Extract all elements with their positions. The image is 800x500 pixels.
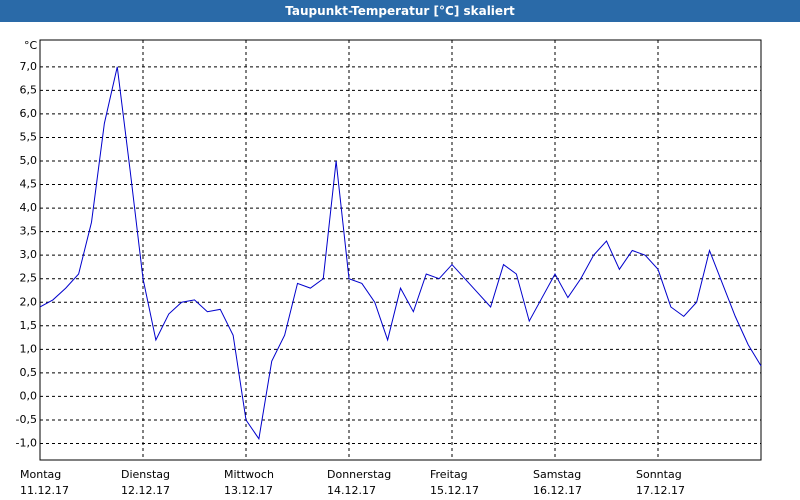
plot-area [39,39,762,461]
y-tick-label: 3,5 [20,225,38,238]
y-tick-label: 5,0 [20,154,38,167]
x-tick-label: 11.12.17 [20,484,69,497]
chart-title: Taupunkt-Temperatur [°C] skaliert [0,0,800,22]
chart: °C -1,0 -0,5 0,0 0,5 1,0 1,5 2,0 2,5 3,0 3,5 4,0 4,… [16,39,762,497]
y-tick-label: -0,5 [16,413,37,426]
x-tick-label: Freitag [430,468,468,481]
y-tick-label: 4,5 [20,178,38,191]
x-tick-label: 12.12.17 [121,484,170,497]
x-tick-label: Dienstag [121,468,170,481]
x-tick-label: 15.12.17 [430,484,479,497]
y-tick-label: 1,5 [20,319,38,332]
x-tick-label: Sonntag [636,468,682,481]
y-tick-label: 0,0 [20,389,38,402]
y-axis-label: °C [24,39,38,52]
y-tick-label: 2,5 [20,272,38,285]
x-tick-label: Donnerstag [327,468,391,481]
x-tick-label: 13.12.17 [224,484,273,497]
x-tick-label: 14.12.17 [327,484,376,497]
y-tick-label: 6,0 [20,107,38,120]
y-tick-label: 0,5 [20,366,38,379]
y-tick-label: 7,0 [20,60,38,73]
y-tick-label: 4,0 [20,201,38,214]
x-tick-label: Samstag [533,468,581,481]
y-tick-label: 1,0 [20,342,38,355]
y-tick-label: -1,0 [16,437,37,450]
data-line [39,66,762,441]
y-tick-label: 3,0 [20,248,38,261]
y-tick-label: 5,5 [20,130,38,143]
y-tick-label: 6,5 [20,83,38,96]
x-tick-label: Montag [20,468,61,481]
x-tick-label: 16.12.17 [533,484,582,497]
y-tick-label: 2,0 [20,295,38,308]
x-tick-label: 17.12.17 [636,484,685,497]
x-tick-label: Mittwoch [224,468,274,481]
